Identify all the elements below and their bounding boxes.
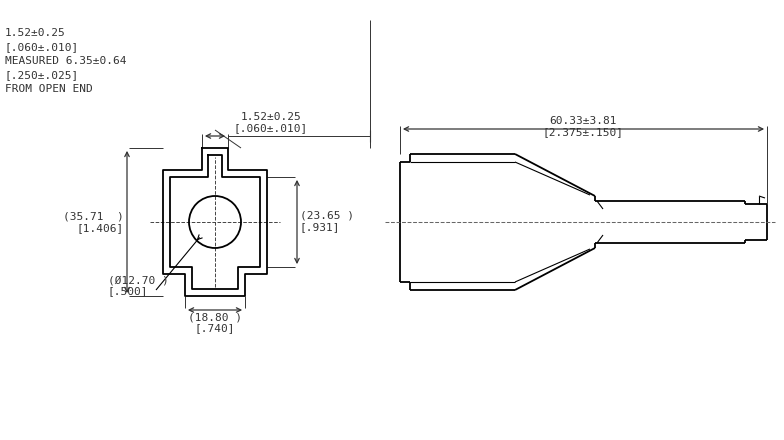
Text: [.740]: [.740] [194,323,235,333]
Text: [.931]: [.931] [300,222,340,232]
Text: [.250±.025]: [.250±.025] [5,70,79,80]
Text: [.060±.010]: [.060±.010] [5,42,79,52]
Text: 1.52±0.25: 1.52±0.25 [241,112,301,122]
Text: (23.65 ): (23.65 ) [300,210,354,220]
Text: (35.71  ): (35.71 ) [64,211,124,221]
Text: [.500]: [.500] [108,286,148,296]
Text: (Ø12.70 ): (Ø12.70 ) [108,275,169,285]
Text: 60.33±3.81: 60.33±3.81 [550,116,617,126]
Text: 1.52±0.25: 1.52±0.25 [5,28,66,38]
Text: [.060±.010]: [.060±.010] [234,123,308,133]
Text: FROM OPEN END: FROM OPEN END [5,84,93,94]
Text: MEASURED 6.35±0.64: MEASURED 6.35±0.64 [5,56,126,66]
Text: (18.80 ): (18.80 ) [188,312,242,322]
Text: [1.406]: [1.406] [77,223,124,233]
Text: [2.375±.150]: [2.375±.150] [543,127,624,137]
